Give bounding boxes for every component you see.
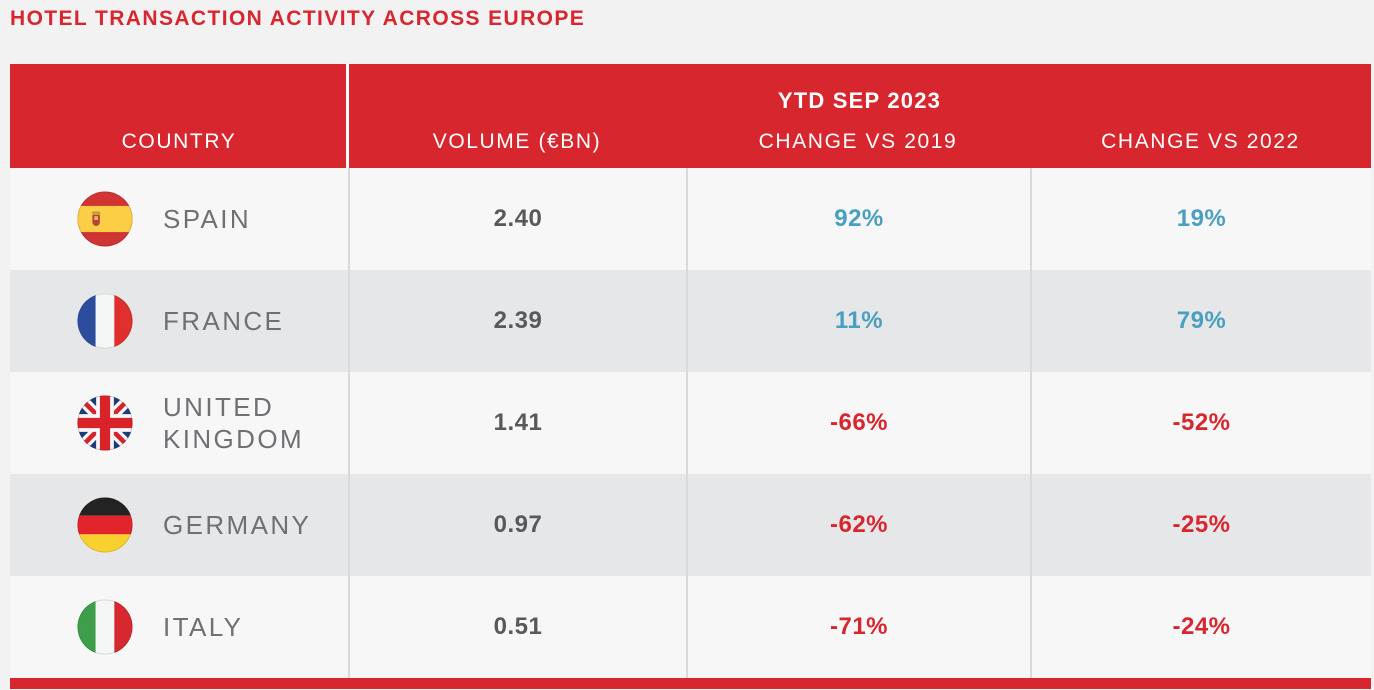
country-label: ITALY — [163, 611, 244, 642]
column-header-volume: VOLUME (€BN) — [432, 130, 602, 153]
change-vs-2019-value: -62% — [686, 474, 1030, 576]
change-vs-2022-value: -24% — [1030, 576, 1371, 678]
change-vs-2019-value: -66% — [686, 372, 1030, 474]
page-title: HOTEL TRANSACTION ACTIVITY ACROSS EUROPE — [10, 7, 586, 30]
table-row-italy: ITALY 0.51 -71% -24% — [10, 576, 1371, 678]
table-row-france: FRANCE 2.39 11% 79% — [10, 270, 1371, 372]
germany-flag-icon — [77, 497, 133, 553]
change-vs-2022-value: -52% — [1030, 372, 1371, 474]
change-vs-2022-value: 19% — [1030, 168, 1371, 270]
change-vs-2022-value: 79% — [1030, 270, 1371, 372]
group-header-ytd: YTD SEP 2023 — [777, 88, 942, 113]
change-vs-2019-value: 92% — [686, 168, 1030, 270]
country-label: GERMANY — [163, 509, 312, 540]
spain-flag-icon — [77, 191, 133, 247]
italy-flag-icon — [77, 599, 133, 655]
country-label: FRANCE — [163, 305, 285, 336]
table-header: YTD SEP 2023 COUNTRY VOLUME (€BN) CHANGE… — [10, 64, 1371, 168]
country-label: SPAIN — [163, 203, 252, 234]
table-row-spain: SPAIN 2.40 92% 19% — [10, 168, 1371, 270]
country-label: UNITED KINGDOM — [163, 391, 305, 455]
header-column-divider — [346, 64, 349, 168]
france-flag-icon — [77, 293, 133, 349]
hotel-transaction-table: YTD SEP 2023 COUNTRY VOLUME (€BN) CHANGE… — [10, 64, 1371, 689]
change-vs-2019-value: -71% — [686, 576, 1030, 678]
column-header-change-2019: CHANGE VS 2019 — [758, 130, 958, 153]
volume-value: 0.51 — [348, 576, 686, 678]
table-bottom-bar — [10, 678, 1371, 689]
column-header-country: COUNTRY — [121, 130, 237, 153]
change-vs-2019-value: 11% — [686, 270, 1030, 372]
volume-value: 2.40 — [348, 168, 686, 270]
table-row-germany: GERMANY 0.97 -62% -25% — [10, 474, 1371, 576]
change-vs-2022-value: -25% — [1030, 474, 1371, 576]
volume-value: 0.97 — [348, 474, 686, 576]
column-header-change-2022: CHANGE VS 2022 — [1101, 130, 1300, 153]
volume-value: 1.41 — [348, 372, 686, 474]
group-header-spacer — [10, 114, 348, 116]
uk-flag-icon — [77, 395, 133, 451]
table-row-united-kingdom: UNITED KINGDOM 1.41 -66% -52% — [10, 372, 1371, 474]
volume-value: 2.39 — [348, 270, 686, 372]
